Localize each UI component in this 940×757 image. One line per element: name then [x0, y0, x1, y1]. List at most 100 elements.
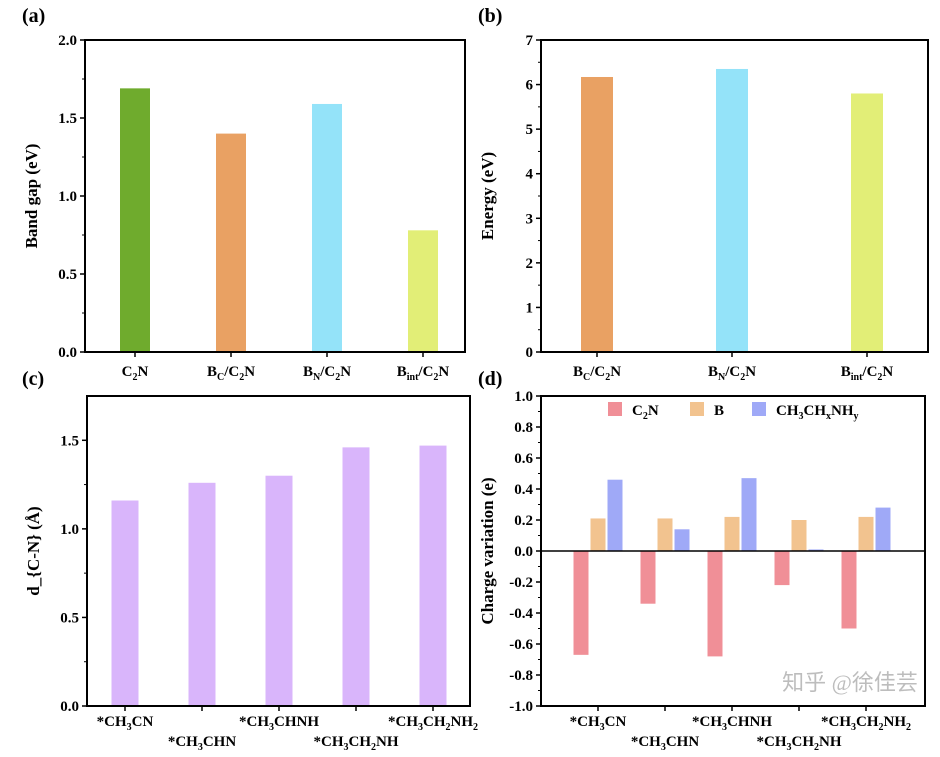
bar-0-3	[774, 551, 790, 586]
text-run: N	[882, 364, 893, 380]
bar-2-3	[808, 549, 824, 551]
panel-label: (d)	[478, 368, 502, 390]
subscript: N	[313, 372, 321, 383]
text-run: B	[714, 403, 724, 419]
legend-swatch-2	[752, 402, 766, 416]
panel-a: (a)0.00.51.01.52.0C2​NBC​/C2​NBN​/C2​NBi…	[22, 5, 466, 383]
y-tick-label: 0	[526, 345, 534, 361]
y-tick-label: -0.6	[509, 637, 533, 653]
x-tick-label: Bint​/C2​N	[841, 364, 894, 383]
y-tick-label: 0.2	[514, 513, 533, 529]
y-axis-label: Charge variation (e)	[478, 477, 497, 624]
bar-2	[851, 93, 883, 352]
x-tick-label: BC​/C2​N	[573, 364, 621, 383]
y-tick-label: 2.0	[58, 33, 77, 49]
text-run: N	[438, 364, 449, 380]
subscript: 2	[446, 722, 451, 733]
subscript: 3	[661, 742, 666, 753]
y-tick-label: 0.0	[60, 699, 79, 715]
text-run: /C	[589, 364, 605, 380]
y-tick-label: 0.8	[514, 420, 533, 436]
subscript: 2	[814, 742, 819, 753]
text-run: *CH	[570, 714, 600, 730]
bar-0-2	[707, 551, 723, 657]
text-run: CN	[605, 714, 627, 730]
text-run: *CH	[239, 714, 269, 730]
text-run: N	[138, 364, 149, 380]
bar-1	[716, 68, 748, 352]
x-tick-label: *CH3​CHN	[631, 734, 700, 753]
subscript: N	[718, 372, 726, 383]
text-run: N	[340, 364, 351, 380]
bar-1	[216, 133, 246, 352]
subscript: int	[407, 372, 419, 383]
subscript: 3	[600, 722, 605, 733]
text-run: CH	[349, 734, 372, 750]
x-tick-label: BC​/C2​N	[207, 364, 255, 383]
x-tick-label: Bint​/C2​N	[397, 364, 450, 383]
subscript: 3	[127, 722, 132, 733]
text-run: N	[244, 364, 255, 380]
text-run: B	[708, 364, 718, 380]
text-run: *CH	[631, 734, 661, 750]
text-run: N	[745, 364, 756, 380]
y-tick-label: 1.5	[60, 433, 79, 449]
bar-3	[342, 447, 370, 706]
x-tick-label: BN​/C2​N	[708, 364, 756, 383]
legend-label-2: CH3​CHx​NHy​	[776, 403, 859, 422]
x-tick-label: *CH3​CH2​NH	[757, 734, 842, 753]
y-tick-label: 2	[526, 256, 534, 272]
subscript: 2	[605, 372, 610, 383]
text-run: CHN	[203, 734, 237, 750]
y-tick-label: 1	[526, 300, 534, 316]
text-run: NH	[376, 734, 399, 750]
text-run: *CH	[97, 714, 127, 730]
text-run: CH	[423, 714, 446, 730]
text-run: *CH	[314, 734, 344, 750]
x-tick-label: *CH3​CHN	[168, 734, 237, 753]
subscript: C	[217, 372, 224, 383]
text-run: N	[610, 364, 621, 380]
y-tick-label: -0.4	[509, 606, 533, 622]
text-run: /C	[319, 364, 335, 380]
bar-0-0	[573, 551, 589, 655]
bar-2-4	[875, 507, 891, 551]
subscript: 3	[344, 742, 349, 753]
x-tick-label: BN​/C2​N	[303, 364, 351, 383]
y-tick-label: 4	[526, 167, 534, 183]
bar-2-1	[674, 529, 690, 551]
y-axis-label: d_{C-N} (Å)	[24, 506, 43, 595]
text-run: NH	[884, 714, 907, 730]
y-tick-label: 1.5	[58, 111, 77, 127]
y-tick-label: 0.5	[60, 610, 79, 626]
y-tick-label: 0.5	[58, 267, 77, 283]
subscript: 2	[335, 372, 340, 383]
text-run: NH	[451, 714, 474, 730]
subscript: 2	[239, 372, 244, 383]
y-tick-label: 3	[526, 211, 534, 227]
text-run: CH	[792, 734, 815, 750]
subscript: 2	[371, 742, 376, 753]
text-run: B	[207, 364, 217, 380]
y-tick-label: 0.4	[514, 482, 533, 498]
y-tick-label: 1.0	[60, 522, 79, 538]
panel-label: (c)	[22, 368, 44, 390]
panel-c: (c)0.00.51.01.5*CH3​CN*CH3​CHN*CH3​CHNH*…	[22, 368, 478, 753]
text-run: N	[648, 403, 659, 419]
y-tick-label: 5	[526, 122, 534, 138]
x-tick-label: *CH3​CHNH	[692, 714, 772, 733]
text-run: B	[573, 364, 583, 380]
subscript: 2	[133, 372, 138, 383]
bar-0	[111, 500, 139, 706]
text-run: B	[841, 364, 851, 380]
text-run: *CH	[168, 734, 198, 750]
text-run: B	[397, 364, 407, 380]
bar-0	[120, 88, 150, 353]
y-tick-label: 6	[526, 78, 534, 94]
y-tick-label: 0.0	[514, 544, 533, 560]
y-axis-label: Energy (eV)	[478, 152, 497, 240]
x-tick-label: *CH3​CH2​NH2​	[821, 714, 911, 733]
text-run: CN	[132, 714, 154, 730]
text-run: NH	[819, 734, 842, 750]
